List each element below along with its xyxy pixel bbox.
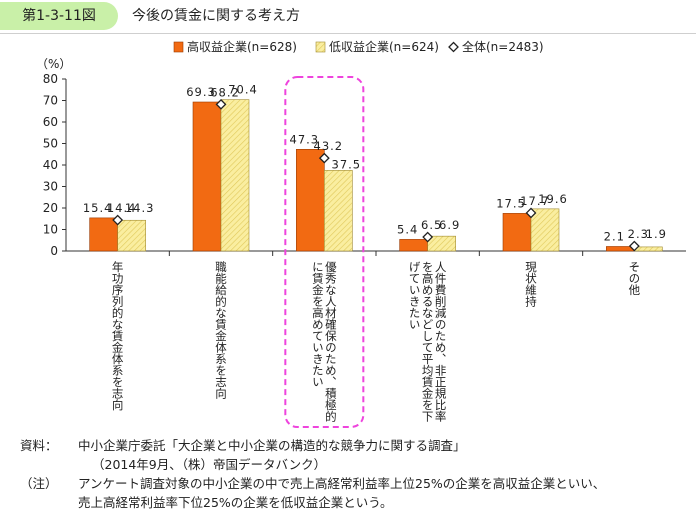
bar-low-income	[324, 170, 353, 252]
header-divider	[0, 33, 696, 34]
category-label: 優秀な人材確保のため、積極的	[324, 261, 338, 422]
value-label-low: 1.9	[646, 227, 667, 241]
bar-high-income	[502, 213, 532, 252]
y-tick-label: 30	[43, 180, 58, 194]
value-label-high: 2.1	[604, 229, 625, 243]
marker-overall	[628, 240, 640, 252]
chart-legend: 高収益企業(n=628) 低収益企業(n=624) 全体(n=2483)	[173, 39, 544, 54]
note-text-1: アンケート調査対象の中小企業の中で売上高経常利益率上位25%の企業を高収益企業と…	[78, 476, 606, 491]
y-tick-label: 50	[43, 137, 58, 151]
category-label: その他	[627, 261, 641, 296]
highlight-box	[284, 76, 365, 428]
plot-area: 0 10 20 30 40 50 60 70 80 15.414.414.3 年功序列的な賃金体系を…	[43, 72, 686, 428]
y-tick-label: 10	[43, 223, 58, 237]
value-label-high: 5.4	[397, 222, 418, 236]
chart-notes: 資料： 中小企業庁委託「大企業と中小企業の構造的な競争力に関する調査」 （201…	[20, 436, 690, 512]
value-label-overall: 6.5	[421, 218, 442, 232]
bar-low-income	[634, 246, 663, 252]
marker-overall	[112, 214, 124, 226]
legend-marker-overall	[448, 41, 459, 53]
bar-low-income	[427, 235, 456, 252]
legend-swatch-high-income	[173, 41, 184, 53]
value-label-overall: 68.2	[210, 85, 240, 99]
value-label-low: 37.5	[332, 157, 362, 171]
legend-label: 全体(n=2483)	[462, 39, 544, 54]
y-tick-label: 70	[43, 94, 58, 108]
y-tick-label: 0	[50, 244, 58, 258]
source-sub-row: （2014年9月、（株）帝国データバンク）	[20, 455, 690, 474]
source-sub-text: （2014年9月、（株）帝国データバンク）	[92, 457, 327, 472]
bar-high-income	[192, 101, 222, 252]
marker-overall	[422, 231, 434, 243]
value-label-overall: 14.4	[107, 201, 137, 215]
value-label-low: 14.3	[125, 201, 155, 215]
bar-low-income	[117, 219, 146, 252]
category-label: 年功序列的な賃金体系を志向	[111, 260, 125, 410]
bar-low-income	[220, 99, 250, 252]
category-label: 現状維持	[524, 261, 538, 308]
note-label: （注）	[20, 476, 58, 491]
value-label-high: 17.5	[496, 196, 526, 210]
source-label: 資料：	[20, 438, 58, 453]
value-label-low: 70.4	[228, 83, 258, 97]
value-label-overall: 17.7	[520, 194, 550, 208]
figure-number-tag: 第1-3-11図	[0, 2, 118, 30]
legend-swatch-low-income	[315, 41, 326, 53]
value-label-high: 15.4	[83, 201, 113, 215]
marker-overall	[525, 207, 537, 219]
value-label-overall: 43.2	[314, 139, 344, 153]
y-tick-label: 60	[43, 115, 58, 129]
marker-overall	[318, 152, 330, 164]
legend-label: 高収益企業(n=628)	[187, 39, 297, 54]
category-label: げていきたい	[408, 261, 422, 330]
note-text-2: 売上高経常利益率下位25%の企業を低収益企業という。	[78, 495, 393, 510]
figure-title: 今後の賃金に関する考え方	[132, 8, 300, 24]
figure-header: 第1-3-11図 今後の賃金に関する考え方	[0, 0, 696, 34]
category-label: を高めるなどして平均賃金を下	[421, 261, 435, 423]
source-row: 資料： 中小企業庁委託「大企業と中小企業の構造的な競争力に関する調査」	[20, 436, 690, 455]
category-label: 職能給的な賃金体系を志向	[214, 261, 228, 399]
y-tick-label: 40	[43, 158, 58, 172]
value-label-overall: 2.3	[628, 227, 649, 241]
bar-high-income	[89, 217, 118, 252]
y-tick-label: 20	[43, 201, 58, 215]
marker-overall	[215, 98, 227, 110]
note-row: （注） アンケート調査対象の中小企業の中で売上高経常利益率上位25%の企業を高収…	[20, 474, 690, 493]
source-text: 中小企業庁委託「大企業と中小企業の構造的な競争力に関する調査」	[78, 438, 466, 453]
category-label: に賃金を高めていきたい	[311, 261, 325, 388]
bar-low-income	[530, 208, 560, 252]
value-label-low: 19.6	[538, 192, 568, 206]
category-label: 人件費削減のため、非正規比率	[434, 261, 448, 423]
y-axis-unit: （%）	[36, 57, 71, 71]
legend-label: 低収益企業(n=624)	[329, 39, 439, 54]
bar-chart: 高収益企業(n=628) 低収益企業(n=624) 全体(n=2483) （%） 0…	[36, 39, 686, 428]
note-row-2: 売上高経常利益率下位25%の企業を低収益企業という。	[20, 493, 690, 512]
bar-high-income	[296, 149, 325, 252]
value-label-high: 69.3	[186, 85, 216, 99]
value-label-high: 47.3	[290, 132, 320, 146]
value-label-low: 6.9	[439, 218, 460, 232]
bar-high-income	[399, 239, 428, 252]
y-tick-label: 80	[43, 72, 58, 86]
